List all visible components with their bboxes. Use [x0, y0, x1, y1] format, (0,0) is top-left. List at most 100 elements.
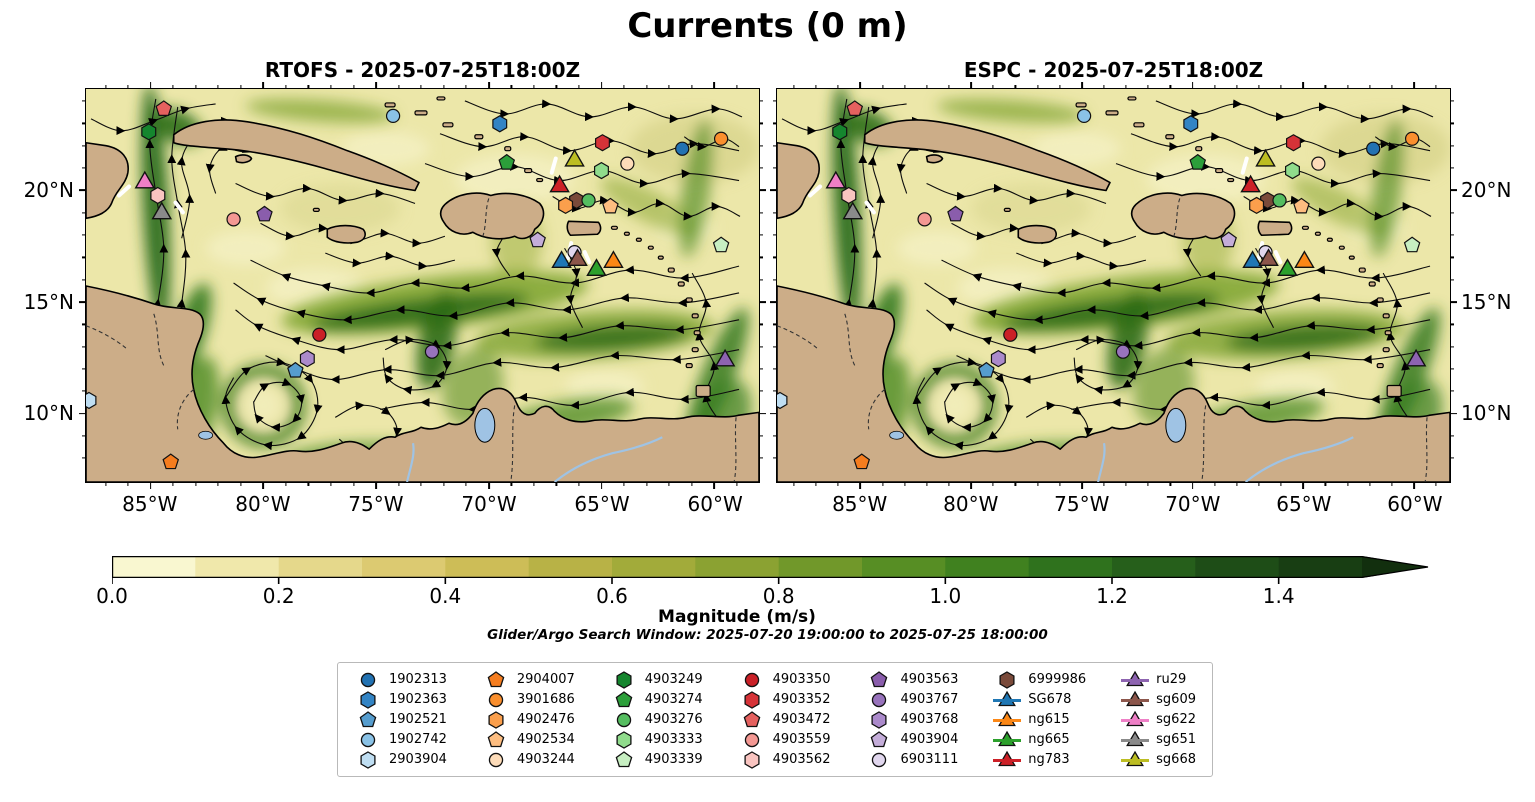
streamline [221, 357, 323, 451]
x-tick-label: 85°W [122, 492, 178, 516]
triangle-marker-icon [1121, 690, 1150, 710]
x-tick-minor [1014, 85, 1017, 89]
island [436, 96, 446, 101]
map-marker-4903767 [1115, 344, 1131, 359]
y-tick-minor [82, 212, 86, 214]
colorbar-tick-label: 1.4 [1262, 584, 1295, 608]
pentagon-marker-icon [610, 690, 638, 710]
y-tick-minor [82, 368, 86, 370]
streamline [1115, 161, 1431, 188]
x-tick-minor [1214, 85, 1216, 89]
y-tick-minor [773, 212, 777, 214]
map-marker [998, 730, 1017, 747]
x-tick-minor [443, 482, 445, 486]
x-tick-minor [904, 482, 906, 486]
x-tick-minor [623, 482, 625, 486]
figure-title: Currents (0 m) [627, 6, 908, 46]
x-tick-minor [1059, 85, 1061, 89]
map-marker-SG678 [551, 250, 572, 268]
legend-marker-glyph [998, 750, 1017, 767]
y-tick-major [770, 412, 777, 415]
x-tick-minor [1369, 482, 1371, 486]
x-tick-major [859, 82, 862, 89]
y-tick-major [1450, 189, 1457, 192]
colorbar-tick-label: 0.0 [96, 584, 128, 608]
map-marker-4902476 [558, 196, 574, 215]
map-marker [998, 690, 1017, 707]
map-marker [360, 751, 376, 769]
colorbar-ticks [112, 578, 1280, 584]
x-tick-minor [646, 482, 648, 486]
y-tick-major [79, 412, 86, 415]
x-tick-major [970, 482, 973, 489]
landmasses [777, 96, 1450, 482]
x-tick-minor [815, 85, 817, 89]
legend-item-label: 4903333 [644, 732, 703, 747]
border-line [482, 198, 490, 237]
legend-item-4903767: 4903767 [865, 690, 958, 710]
map-marker [998, 750, 1017, 767]
island [695, 384, 711, 398]
colorbar-segment [195, 556, 280, 578]
map-marker [359, 711, 377, 728]
island [691, 313, 699, 319]
glider-track [1273, 250, 1283, 265]
circle-marker-icon [482, 690, 510, 710]
x-tick-label: 75°W [1054, 492, 1110, 516]
map-marker-4903563 [256, 205, 273, 222]
map-marker [488, 752, 504, 768]
x-tick-minor [1236, 482, 1238, 486]
island [647, 245, 654, 250]
map-marker [360, 691, 376, 709]
colorbar-segment [112, 556, 196, 578]
x-tick-minor [127, 85, 129, 89]
legend-item-label: ng783 [1028, 752, 1070, 767]
y-tick-minor [773, 390, 777, 392]
y-tick-minor [759, 346, 763, 348]
border-line [510, 405, 516, 482]
pentagon-marker-icon [482, 730, 510, 750]
x-tick-major [1302, 82, 1305, 89]
map-marker-3901686 [713, 131, 729, 146]
x-tick-minor [1369, 85, 1371, 89]
streamline [564, 247, 584, 329]
y-tick-label: 10°N [1461, 401, 1512, 426]
legend-marker-glyph [360, 732, 376, 748]
y-tick-minor [1450, 323, 1454, 325]
map-marker-sg668 [1255, 148, 1276, 167]
map-marker-1902313 [675, 141, 690, 156]
x-tick-major [1302, 482, 1305, 489]
island [1376, 363, 1384, 369]
hexagon-marker-icon [738, 690, 766, 710]
y-tick-minor [773, 457, 777, 459]
legend-item-label: 4903768 [900, 712, 959, 727]
colorbar-segment [695, 556, 780, 578]
map-marker [487, 671, 505, 688]
legend-column: 4903249 4903274 4903276 4903333 4903339 [610, 670, 703, 769]
map-marker-4902534 [1293, 197, 1310, 214]
map-marker [872, 752, 887, 768]
x-tick-minor [1147, 482, 1149, 486]
y-tick-minor [82, 145, 86, 147]
x-tick-minor [555, 482, 558, 486]
x-tick-minor [398, 482, 400, 486]
x-tick-major [600, 82, 603, 89]
x-tick-minor [443, 85, 445, 89]
streamline [90, 103, 216, 136]
border-line [86, 325, 129, 351]
glider-track-line [993, 699, 1022, 702]
x-tick-minor [691, 482, 693, 486]
legend-marker-glyph [744, 732, 759, 748]
border-line [733, 417, 737, 482]
x-tick-minor [837, 482, 839, 486]
map-marker [871, 711, 887, 729]
y-tick-minor [759, 457, 763, 459]
glider-track-line [1121, 679, 1150, 682]
map-marker [999, 671, 1015, 689]
x-tick-minor [837, 85, 839, 89]
country-borders [86, 198, 737, 482]
map-marker-4903350 [312, 327, 327, 342]
x-tick-minor [1147, 85, 1149, 89]
legend-item-4903559: 4903559 [738, 730, 830, 750]
streamline [1255, 247, 1275, 329]
